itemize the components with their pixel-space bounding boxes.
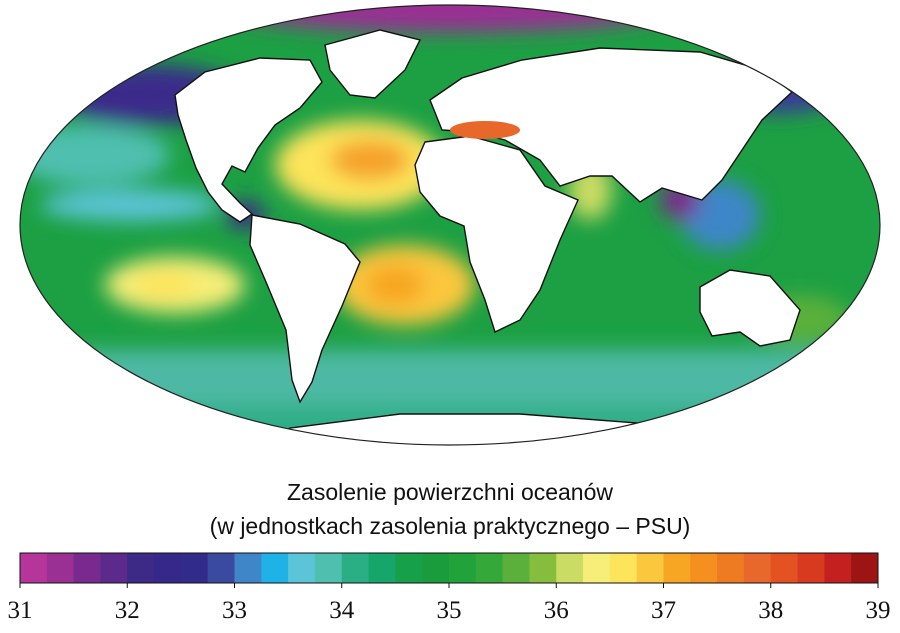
color-segment xyxy=(20,553,48,583)
color-segment xyxy=(127,553,155,583)
color-segment xyxy=(234,553,262,583)
color-segment xyxy=(395,553,423,583)
color-segment xyxy=(743,553,772,583)
legend-title: Zasolenie powierzchni oceanów xyxy=(287,479,613,505)
tick-label: 36 xyxy=(544,597,569,624)
color-segment xyxy=(46,553,75,583)
continent xyxy=(249,214,361,404)
color-segment xyxy=(368,553,396,583)
color-segment xyxy=(583,553,611,583)
color-segment xyxy=(502,553,530,583)
color-segment xyxy=(422,553,450,583)
color-segment xyxy=(556,553,584,583)
color-segment xyxy=(261,553,289,583)
tick-label: 39 xyxy=(866,597,891,624)
continent xyxy=(429,47,794,203)
tick-label: 35 xyxy=(437,597,462,624)
colorbar: 31 32 33 34 35 36 37 38 39 xyxy=(8,552,891,624)
color-segment xyxy=(717,553,745,583)
color-segment xyxy=(797,553,825,583)
continent xyxy=(414,135,579,333)
continent xyxy=(174,57,323,223)
color-segment xyxy=(690,553,718,583)
tick-label: 38 xyxy=(758,597,783,624)
color-segment xyxy=(475,553,504,583)
color-segment xyxy=(341,553,370,583)
color-segment xyxy=(449,553,477,583)
map-outline xyxy=(19,4,881,446)
color-segment xyxy=(73,553,101,583)
continent xyxy=(699,269,801,347)
color-segment xyxy=(824,553,852,583)
tick-label: 37 xyxy=(651,597,676,624)
legend-subtitle: (w jednostkach zasolenia praktycznego – … xyxy=(210,513,691,539)
color-segment xyxy=(529,553,557,583)
sea xyxy=(450,121,520,139)
color-segment xyxy=(636,553,664,583)
color-segment xyxy=(154,553,182,583)
color-segment xyxy=(314,553,343,583)
salinity-map xyxy=(19,4,881,446)
color-segment xyxy=(663,553,691,583)
tick-label: 33 xyxy=(222,597,247,624)
color-segment xyxy=(207,553,235,583)
color-segment xyxy=(100,553,128,583)
color-segment xyxy=(180,553,209,583)
color-segment xyxy=(288,553,316,583)
color-segment xyxy=(851,553,879,583)
tick-label: 32 xyxy=(115,597,140,624)
color-segment xyxy=(770,553,799,583)
tick-label: 34 xyxy=(329,597,355,624)
continent xyxy=(324,29,422,99)
color-segment xyxy=(609,553,638,583)
tick-label: 31 xyxy=(8,597,33,624)
